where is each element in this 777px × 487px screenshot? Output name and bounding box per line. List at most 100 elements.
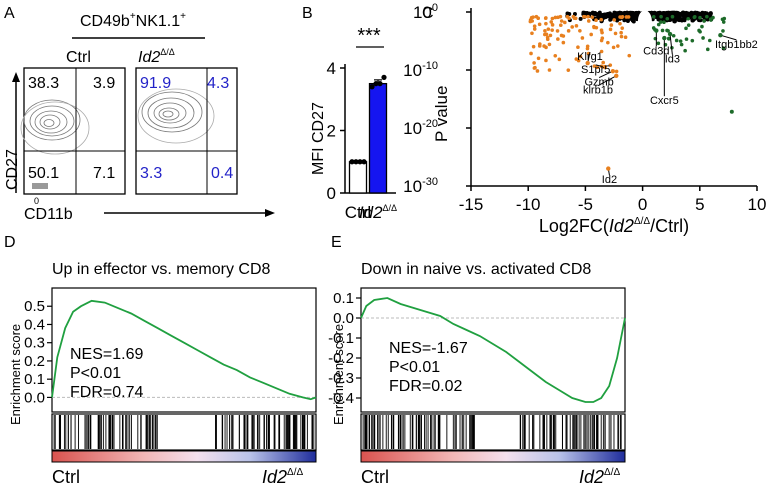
volcano-point-down (612, 18, 617, 22)
panel-letter-c: C (422, 5, 434, 22)
volcano-point-ns (587, 11, 592, 16)
bar-ytick-label: 0 (327, 184, 336, 203)
volcano-point-up (662, 20, 666, 25)
volcano-point-ns (680, 11, 685, 16)
volcano-point-up (670, 14, 675, 19)
volcano-point-down (557, 57, 562, 62)
volcano-point-down (573, 16, 578, 21)
volcano-xtick-label: -15 (459, 195, 484, 214)
volcano-point-down (592, 25, 596, 30)
volcano-point-down (542, 44, 546, 48)
volcano-point-ns (608, 16, 613, 21)
ko-plot-title-sup: Δ/Δ (160, 47, 175, 57)
gate-label-main2: NK1.1 (136, 13, 181, 30)
volcano-point-down (533, 65, 537, 70)
volcano-xtick-label: -10 (516, 195, 541, 214)
volcano-point-ns (590, 11, 595, 16)
volcano-ytick-label: 10-30 (403, 176, 438, 196)
volcano-point-down (563, 20, 567, 25)
volcano-gene-label: Cd3d (643, 45, 669, 57)
quad-ll-ctrl: 50.1 (28, 165, 59, 182)
volcano-point-up (686, 23, 691, 27)
ctrl-plot-title: Ctrl (66, 49, 91, 66)
volcano-point-down (553, 53, 558, 58)
bar-ylabel: MFI CD27 (310, 102, 327, 175)
ko-label-d: Id2Δ/Δ (262, 467, 303, 487)
volcano-gene-label: Cxcr5 (650, 95, 679, 107)
volcano-point-down (608, 63, 613, 67)
volcano-point-down (585, 46, 590, 51)
volcano-point-down (553, 15, 558, 20)
flow-frame-ctrl (23, 67, 126, 195)
volcano-point-down (574, 24, 579, 28)
volcano-point-up (666, 29, 670, 33)
volcano-point-ns (700, 14, 705, 19)
volcano-point-up (671, 33, 676, 38)
ctrl-label-e: Ctrl (361, 467, 389, 487)
volcano-point-down (619, 30, 623, 35)
ctrl-zero-blob (32, 183, 48, 189)
volcano-point-up (656, 22, 661, 27)
pval-d: P<0.01 (70, 365, 121, 382)
volcano-point-ns (689, 12, 694, 17)
gate-label-main: CD49b (80, 13, 130, 30)
panel-d: D Up in effector vs. memory CD8 0.50.40.… (4, 234, 317, 487)
volcano-point-down (618, 21, 622, 26)
volcano-label-point (585, 60, 590, 66)
flow-plot-ctrl: 38.3 3.9 50.1 7.1 (20, 67, 126, 195)
volcano-label-point (606, 166, 611, 171)
volcano-point-down (599, 49, 604, 54)
volcano-ytick-exp: -30 (422, 176, 438, 188)
volcano-point-down (616, 44, 620, 48)
volcano-point-down (589, 32, 593, 37)
volcano-point-up (665, 16, 670, 21)
volcano-ytick-label: 100 (413, 2, 438, 22)
volcano-label-point (602, 64, 608, 70)
volcano-xtick-label: 10 (748, 195, 767, 214)
volcano-point-down (536, 16, 541, 20)
volcano-ytick-exp: -10 (422, 60, 438, 72)
volcano-point-ns (695, 11, 700, 16)
gsea-ytick-label: 0.5 (24, 298, 45, 315)
volcano-point-up (722, 16, 727, 21)
volcano-point-down (570, 25, 575, 29)
flow-contours-ctrl (20, 99, 90, 155)
volcano-point-ns (597, 10, 602, 15)
volcano-point-down (561, 40, 566, 45)
volcano-point-down (595, 65, 600, 70)
quad-ul-ctrl: 38.3 (28, 75, 59, 92)
quad-ll-ko: 3.3 (140, 165, 162, 182)
volcano-point-ns (605, 11, 610, 16)
bar (368, 82, 388, 194)
volcano-point-down (580, 36, 585, 40)
volcano-point-down (609, 23, 614, 27)
volcano-point-down (530, 31, 534, 36)
bar-category-main: Ctrl (345, 203, 371, 222)
quad-ul-ko: 91.9 (140, 75, 171, 92)
flow-contours-ko (137, 88, 215, 144)
volcano-xtick-label: -5 (578, 195, 593, 214)
volcano-point-ns (616, 12, 621, 17)
volcano-point-down (545, 37, 550, 42)
cd27-arrowhead (12, 72, 20, 82)
volcano-point-up (651, 26, 656, 30)
volcano-point-down (566, 29, 571, 33)
bar-point (353, 159, 359, 165)
volcano-gene-label: Id2 (602, 174, 617, 186)
volcano-point-up (707, 38, 712, 43)
ylabel-d: Enrichment score (8, 324, 23, 425)
volcano-point-down (590, 15, 595, 20)
volcano-point-down (578, 54, 583, 59)
gsea-title-e: Down in naive vs. activated CD8 (361, 261, 591, 278)
quad-lr-ctrl: 7.1 (93, 165, 115, 182)
volcano-label-point (614, 73, 619, 79)
volcano-point-down (623, 35, 628, 40)
bar-point (361, 159, 367, 165)
volcano-point-down (532, 24, 537, 28)
ko-plot-title-main: Id2 (138, 49, 160, 66)
nes-e: NES=-1.67 (389, 340, 468, 357)
volcano-point-ns (565, 11, 570, 16)
gsea-rank-bar (360, 450, 626, 463)
